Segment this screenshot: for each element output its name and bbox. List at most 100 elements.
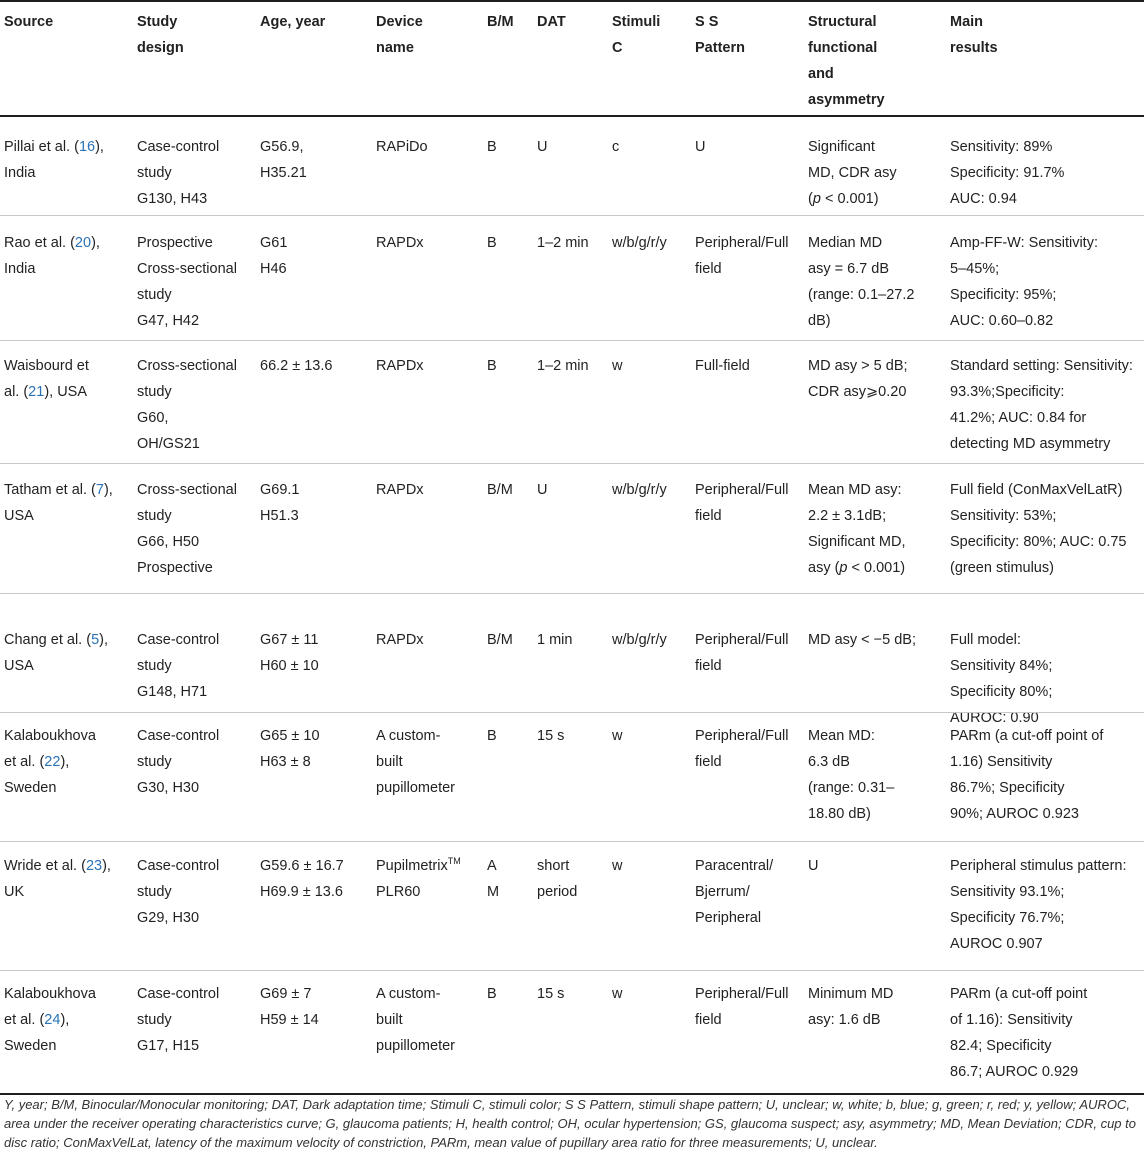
source-etal: et al. ( bbox=[4, 1012, 45, 1028]
source-line: al. (21), USA bbox=[4, 379, 89, 405]
cell-line: Specificity: 95%; bbox=[950, 287, 1057, 303]
cell-source: Wride et al. (23), UK bbox=[4, 853, 111, 905]
row-separator bbox=[0, 841, 1144, 842]
cell-line: 1.16) Sensitivity bbox=[950, 754, 1053, 770]
header-line: asymmetry bbox=[808, 92, 885, 108]
source-suffix: ), bbox=[103, 482, 113, 498]
source-line: Kalaboukhova bbox=[4, 723, 96, 749]
cell-line: asy: 1.6 dB bbox=[808, 1012, 881, 1028]
cell-line: CDR asy⩾0.20 bbox=[808, 384, 907, 400]
header-age: Age, year bbox=[260, 9, 325, 35]
cell-line: A custom- bbox=[376, 728, 441, 744]
header-line: Study bbox=[137, 14, 178, 30]
cell-line: Peripheral bbox=[695, 910, 762, 926]
cell-line: (p < 0.001) bbox=[808, 191, 879, 207]
header-dat: DAT bbox=[537, 9, 566, 35]
cell-source: Tatham et al. (7), USA bbox=[4, 477, 113, 529]
header-line: Age, year bbox=[260, 14, 326, 30]
cell-ss-pattern: U bbox=[695, 134, 705, 160]
header-line: Stimuli bbox=[612, 14, 661, 30]
header-line: functional bbox=[808, 40, 878, 56]
cell-line: detecting MD asymmetry bbox=[950, 436, 1111, 452]
cell-bm: B bbox=[487, 723, 497, 749]
cell-line: G60, bbox=[137, 410, 169, 426]
row-separator bbox=[0, 593, 1144, 594]
cell-age: G67 ± 11 H60 ± 10 bbox=[260, 627, 319, 679]
cell-line: study bbox=[137, 165, 172, 181]
cell-line: field bbox=[695, 261, 722, 277]
cell-study-design: Case-control study G30, H30 bbox=[137, 723, 219, 801]
cell-source: Waisbourd et al. (21), USA bbox=[4, 353, 89, 405]
top-rule bbox=[0, 0, 1144, 2]
cell-line: study bbox=[137, 754, 172, 770]
citation-link[interactable]: 22 bbox=[44, 754, 61, 770]
cell-line: 86.7%; Specificity bbox=[950, 780, 1065, 796]
cell-line: Mean MD asy: bbox=[808, 482, 902, 498]
cell-line: (range: 0.1–27.2 bbox=[808, 287, 915, 303]
source-etal: et al. ( bbox=[4, 754, 45, 770]
citation-link[interactable]: 21 bbox=[28, 384, 45, 400]
cell-study-design: Cross-sectional study G60, OH/GS21 bbox=[137, 353, 237, 457]
citation-link[interactable]: 23 bbox=[85, 858, 103, 874]
cell-bm: B bbox=[487, 353, 497, 379]
cell-line: 66.2 ± 13.6 bbox=[260, 358, 333, 374]
cell-line: Peripheral/Full bbox=[695, 235, 789, 251]
cell-line: A custom- bbox=[376, 986, 441, 1002]
header-bm: B/M bbox=[487, 9, 514, 35]
cell-line: Cross-sectional bbox=[137, 358, 237, 374]
cell-line: U bbox=[537, 482, 548, 498]
citation-link[interactable]: 20 bbox=[74, 235, 92, 251]
cell-line: Mean MD: bbox=[808, 728, 875, 744]
bottom-rule bbox=[0, 1093, 1144, 1095]
cell-line: pupillometer bbox=[376, 1038, 455, 1054]
citation-link[interactable]: 5 bbox=[91, 632, 100, 648]
source-suffix: ), bbox=[99, 632, 108, 648]
cell-line: U bbox=[537, 139, 548, 155]
header-device-name: Device name bbox=[376, 9, 423, 61]
cell-structural-functional: U bbox=[808, 853, 818, 879]
cell-line: field bbox=[695, 658, 722, 674]
cell-line: 82.4; Specificity bbox=[950, 1038, 1052, 1054]
citation-link[interactable]: 16 bbox=[78, 139, 96, 155]
source-country: USA bbox=[4, 658, 34, 674]
header-stimuli-color: Stimuli C bbox=[612, 9, 660, 61]
cell-structural-functional: Median MD asy = 6.7 dB (range: 0.1–27.2 dB) bbox=[808, 230, 914, 334]
cell-line: Sensitivity 93.1%; bbox=[950, 884, 1065, 900]
cell-bm: B bbox=[487, 981, 497, 1007]
source-etal: al. ( bbox=[4, 384, 29, 400]
cell-structural-functional: Mean MD asy: 2.2 ± 3.1dB; Significant MD, a… bbox=[808, 477, 906, 581]
cell-source: Rao et al. (20), India bbox=[4, 230, 100, 282]
cell-line: w bbox=[612, 358, 623, 374]
cell-device-name: PupilmetrixTM PLR60 bbox=[376, 853, 461, 905]
citation-link[interactable]: 7 bbox=[95, 482, 104, 498]
cell-line: Peripheral/Full bbox=[695, 986, 789, 1002]
cell-line: short bbox=[537, 858, 570, 874]
cell-line: asy (p < 0.001) bbox=[808, 560, 906, 576]
cell-line: field bbox=[695, 508, 722, 524]
cell-stimuli-color: w bbox=[612, 723, 622, 749]
cell-structural-functional: Minimum MD asy: 1.6 dB bbox=[808, 981, 893, 1033]
source-author: Waisbourd et bbox=[4, 358, 89, 374]
trademark-mark: TM bbox=[447, 856, 461, 867]
cell-line: H59 ± 14 bbox=[260, 1012, 319, 1028]
citation-link[interactable]: 24 bbox=[44, 1012, 61, 1028]
cell-main-results: Sensitivity: 89% Specificity: 91.7% AUC: 0… bbox=[950, 134, 1064, 212]
cell-line: 15 s bbox=[537, 986, 565, 1002]
cell-line: G47, H42 bbox=[137, 313, 200, 329]
cell-dat: U bbox=[537, 477, 547, 503]
cell-dat: 15 s bbox=[537, 981, 564, 1007]
cell-line: w/b/g/r/y bbox=[612, 235, 667, 251]
cell-line: G59.6 ± 16.7 bbox=[260, 858, 344, 874]
header-rule bbox=[0, 115, 1144, 117]
source-suffix: ), bbox=[60, 754, 70, 770]
cell-device-name: A custom-built pupillometer bbox=[376, 981, 455, 1059]
cell-line: study bbox=[137, 508, 172, 524]
cell-line: Peripheral/Full bbox=[695, 632, 789, 648]
cell-main-results: Amp-FF-W: Sensitivity: 5–45%; Specificity:… bbox=[950, 230, 1098, 334]
cell-line: G69.1 bbox=[260, 482, 300, 498]
cell-structural-functional: Mean MD: 6.3 dB (range: 0.31– 18.80 dB) bbox=[808, 723, 894, 827]
cell-line: field bbox=[695, 754, 722, 770]
source-author: Pillai et al. ( bbox=[4, 139, 79, 155]
cell-line: A bbox=[487, 858, 497, 874]
cell-dat: 1–2 min bbox=[537, 230, 589, 256]
